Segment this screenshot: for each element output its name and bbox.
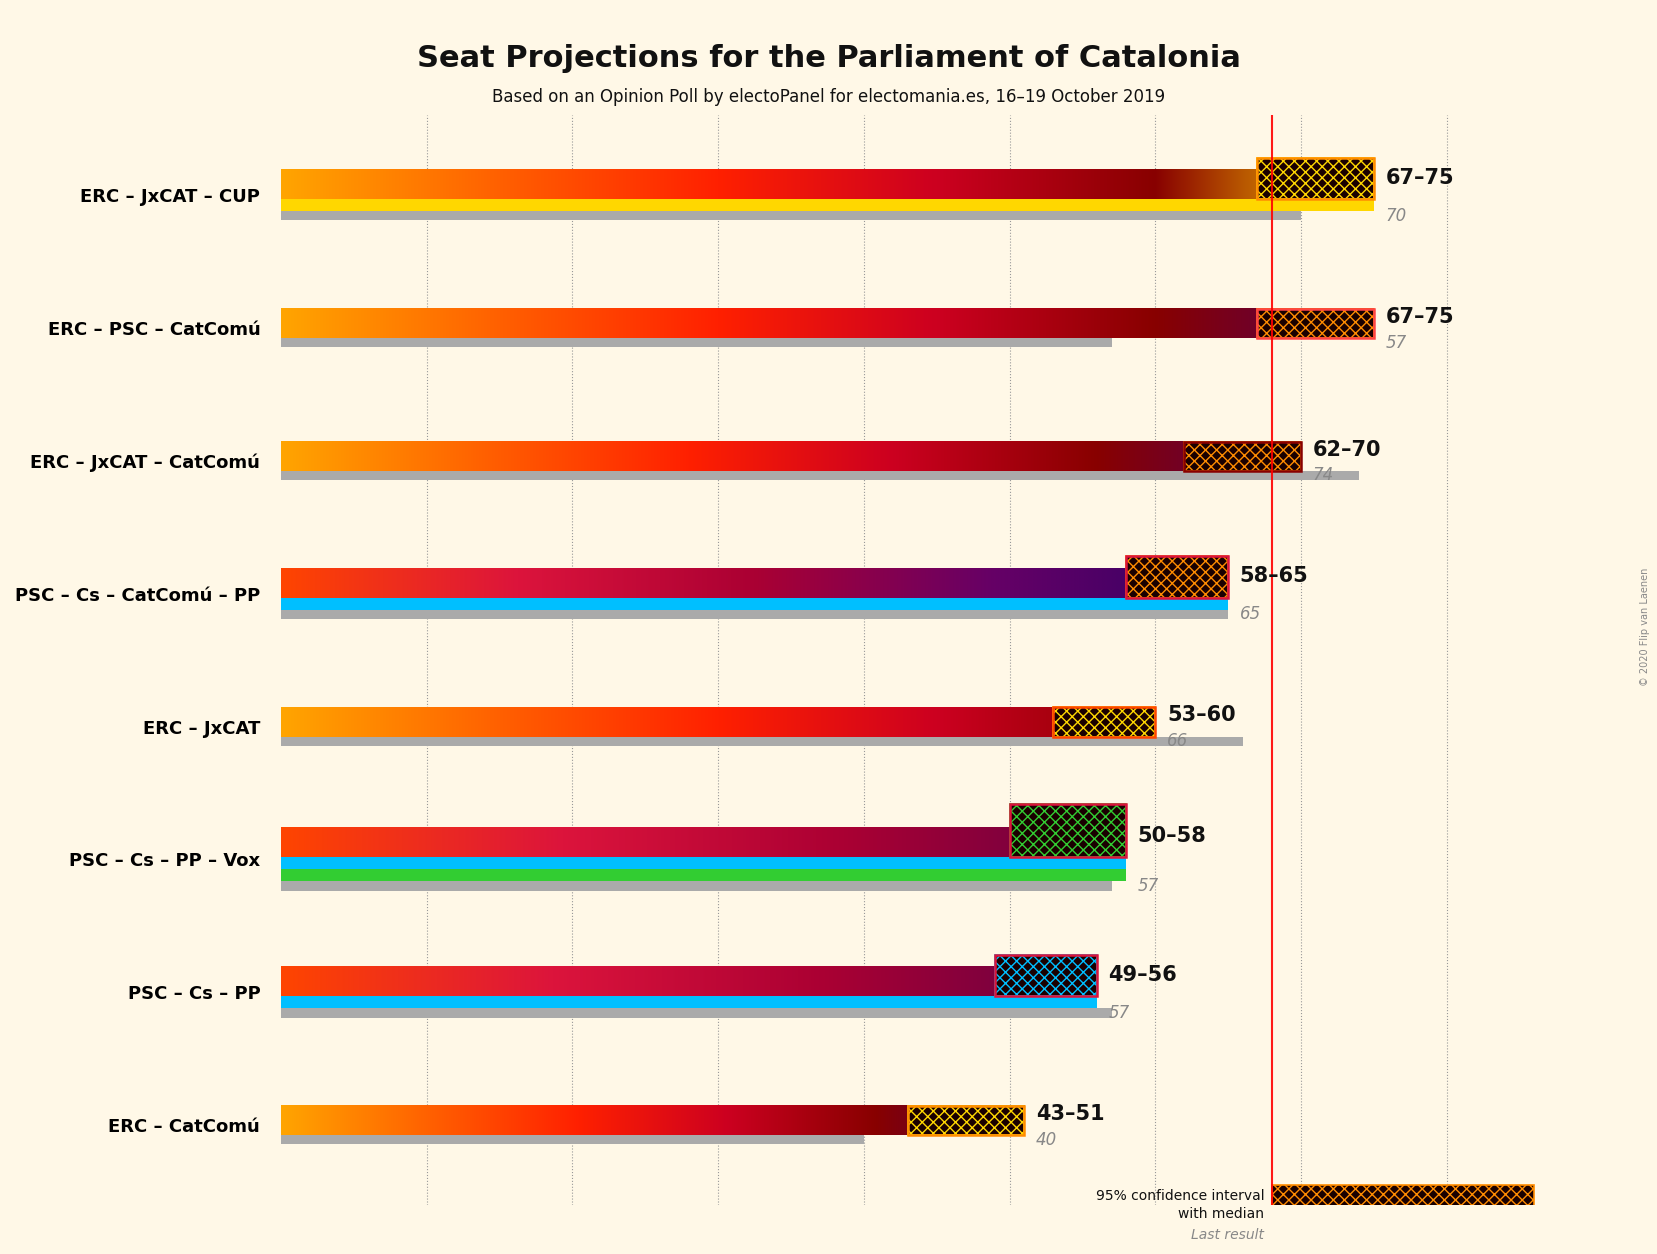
Text: 57: 57 <box>1385 334 1407 351</box>
Bar <box>282 199 1374 211</box>
Bar <box>1258 308 1374 337</box>
Bar <box>1258 308 1374 337</box>
Bar <box>1258 158 1374 199</box>
Bar <box>1127 557 1228 598</box>
Bar <box>1258 308 1374 337</box>
Text: 58–65: 58–65 <box>1239 567 1309 587</box>
Text: 67–75: 67–75 <box>1385 307 1455 326</box>
Bar <box>1258 158 1374 199</box>
Text: © 2020 Flip van Laenen: © 2020 Flip van Laenen <box>1640 568 1650 686</box>
Bar <box>1185 441 1301 470</box>
Text: Last result: Last result <box>1191 1229 1264 1243</box>
Bar <box>1054 707 1155 736</box>
Bar <box>908 1106 1024 1135</box>
Text: 57: 57 <box>1109 1004 1130 1022</box>
Bar <box>1185 441 1301 470</box>
Text: Seat Projections for the Parliament of Catalonia: Seat Projections for the Parliament of C… <box>416 44 1241 73</box>
Text: 43–51: 43–51 <box>1036 1104 1104 1124</box>
Bar <box>282 996 1097 1008</box>
Text: 53–60: 53–60 <box>1167 705 1236 725</box>
Bar <box>282 337 1112 347</box>
Text: 66: 66 <box>1167 732 1188 750</box>
Bar <box>1054 707 1155 736</box>
Text: 95% confidence interval: 95% confidence interval <box>1095 1189 1264 1203</box>
Bar <box>994 956 1097 996</box>
Bar <box>994 956 1097 996</box>
Bar <box>282 869 1127 882</box>
Bar <box>282 1008 1112 1017</box>
Text: 65: 65 <box>1239 606 1261 623</box>
Bar <box>908 1106 1024 1135</box>
Text: Based on an Opinion Poll by electoPanel for electomania.es, 16–19 October 2019: Based on an Opinion Poll by electoPanel … <box>492 88 1165 105</box>
Text: 67–75: 67–75 <box>1385 168 1455 188</box>
Text: with median: with median <box>1178 1208 1264 1221</box>
Bar <box>282 598 1228 609</box>
Bar <box>1185 441 1301 470</box>
Bar <box>282 858 1127 869</box>
Text: 40: 40 <box>1036 1131 1057 1149</box>
Bar <box>994 956 1097 996</box>
Bar <box>1273 1229 1534 1243</box>
Bar <box>282 882 1112 890</box>
Bar <box>282 736 1243 746</box>
Bar <box>282 1135 863 1145</box>
Bar <box>1009 804 1127 858</box>
Bar <box>908 1106 1024 1135</box>
Bar <box>282 609 1228 619</box>
Bar <box>1273 1185 1534 1223</box>
Text: 50–58: 50–58 <box>1138 826 1206 846</box>
Bar <box>1009 804 1127 858</box>
Text: 62–70: 62–70 <box>1312 439 1380 459</box>
Text: 57: 57 <box>1138 877 1158 895</box>
Text: 70: 70 <box>1385 207 1407 224</box>
Text: 49–56: 49–56 <box>1109 966 1178 986</box>
Bar <box>1273 1185 1534 1223</box>
Text: 74: 74 <box>1312 466 1334 484</box>
Bar <box>282 470 1359 480</box>
Bar <box>1009 804 1127 858</box>
Bar <box>1127 557 1228 598</box>
Bar <box>282 211 1301 221</box>
Bar <box>1127 557 1228 598</box>
Bar <box>1054 707 1155 736</box>
Bar <box>1258 158 1374 199</box>
